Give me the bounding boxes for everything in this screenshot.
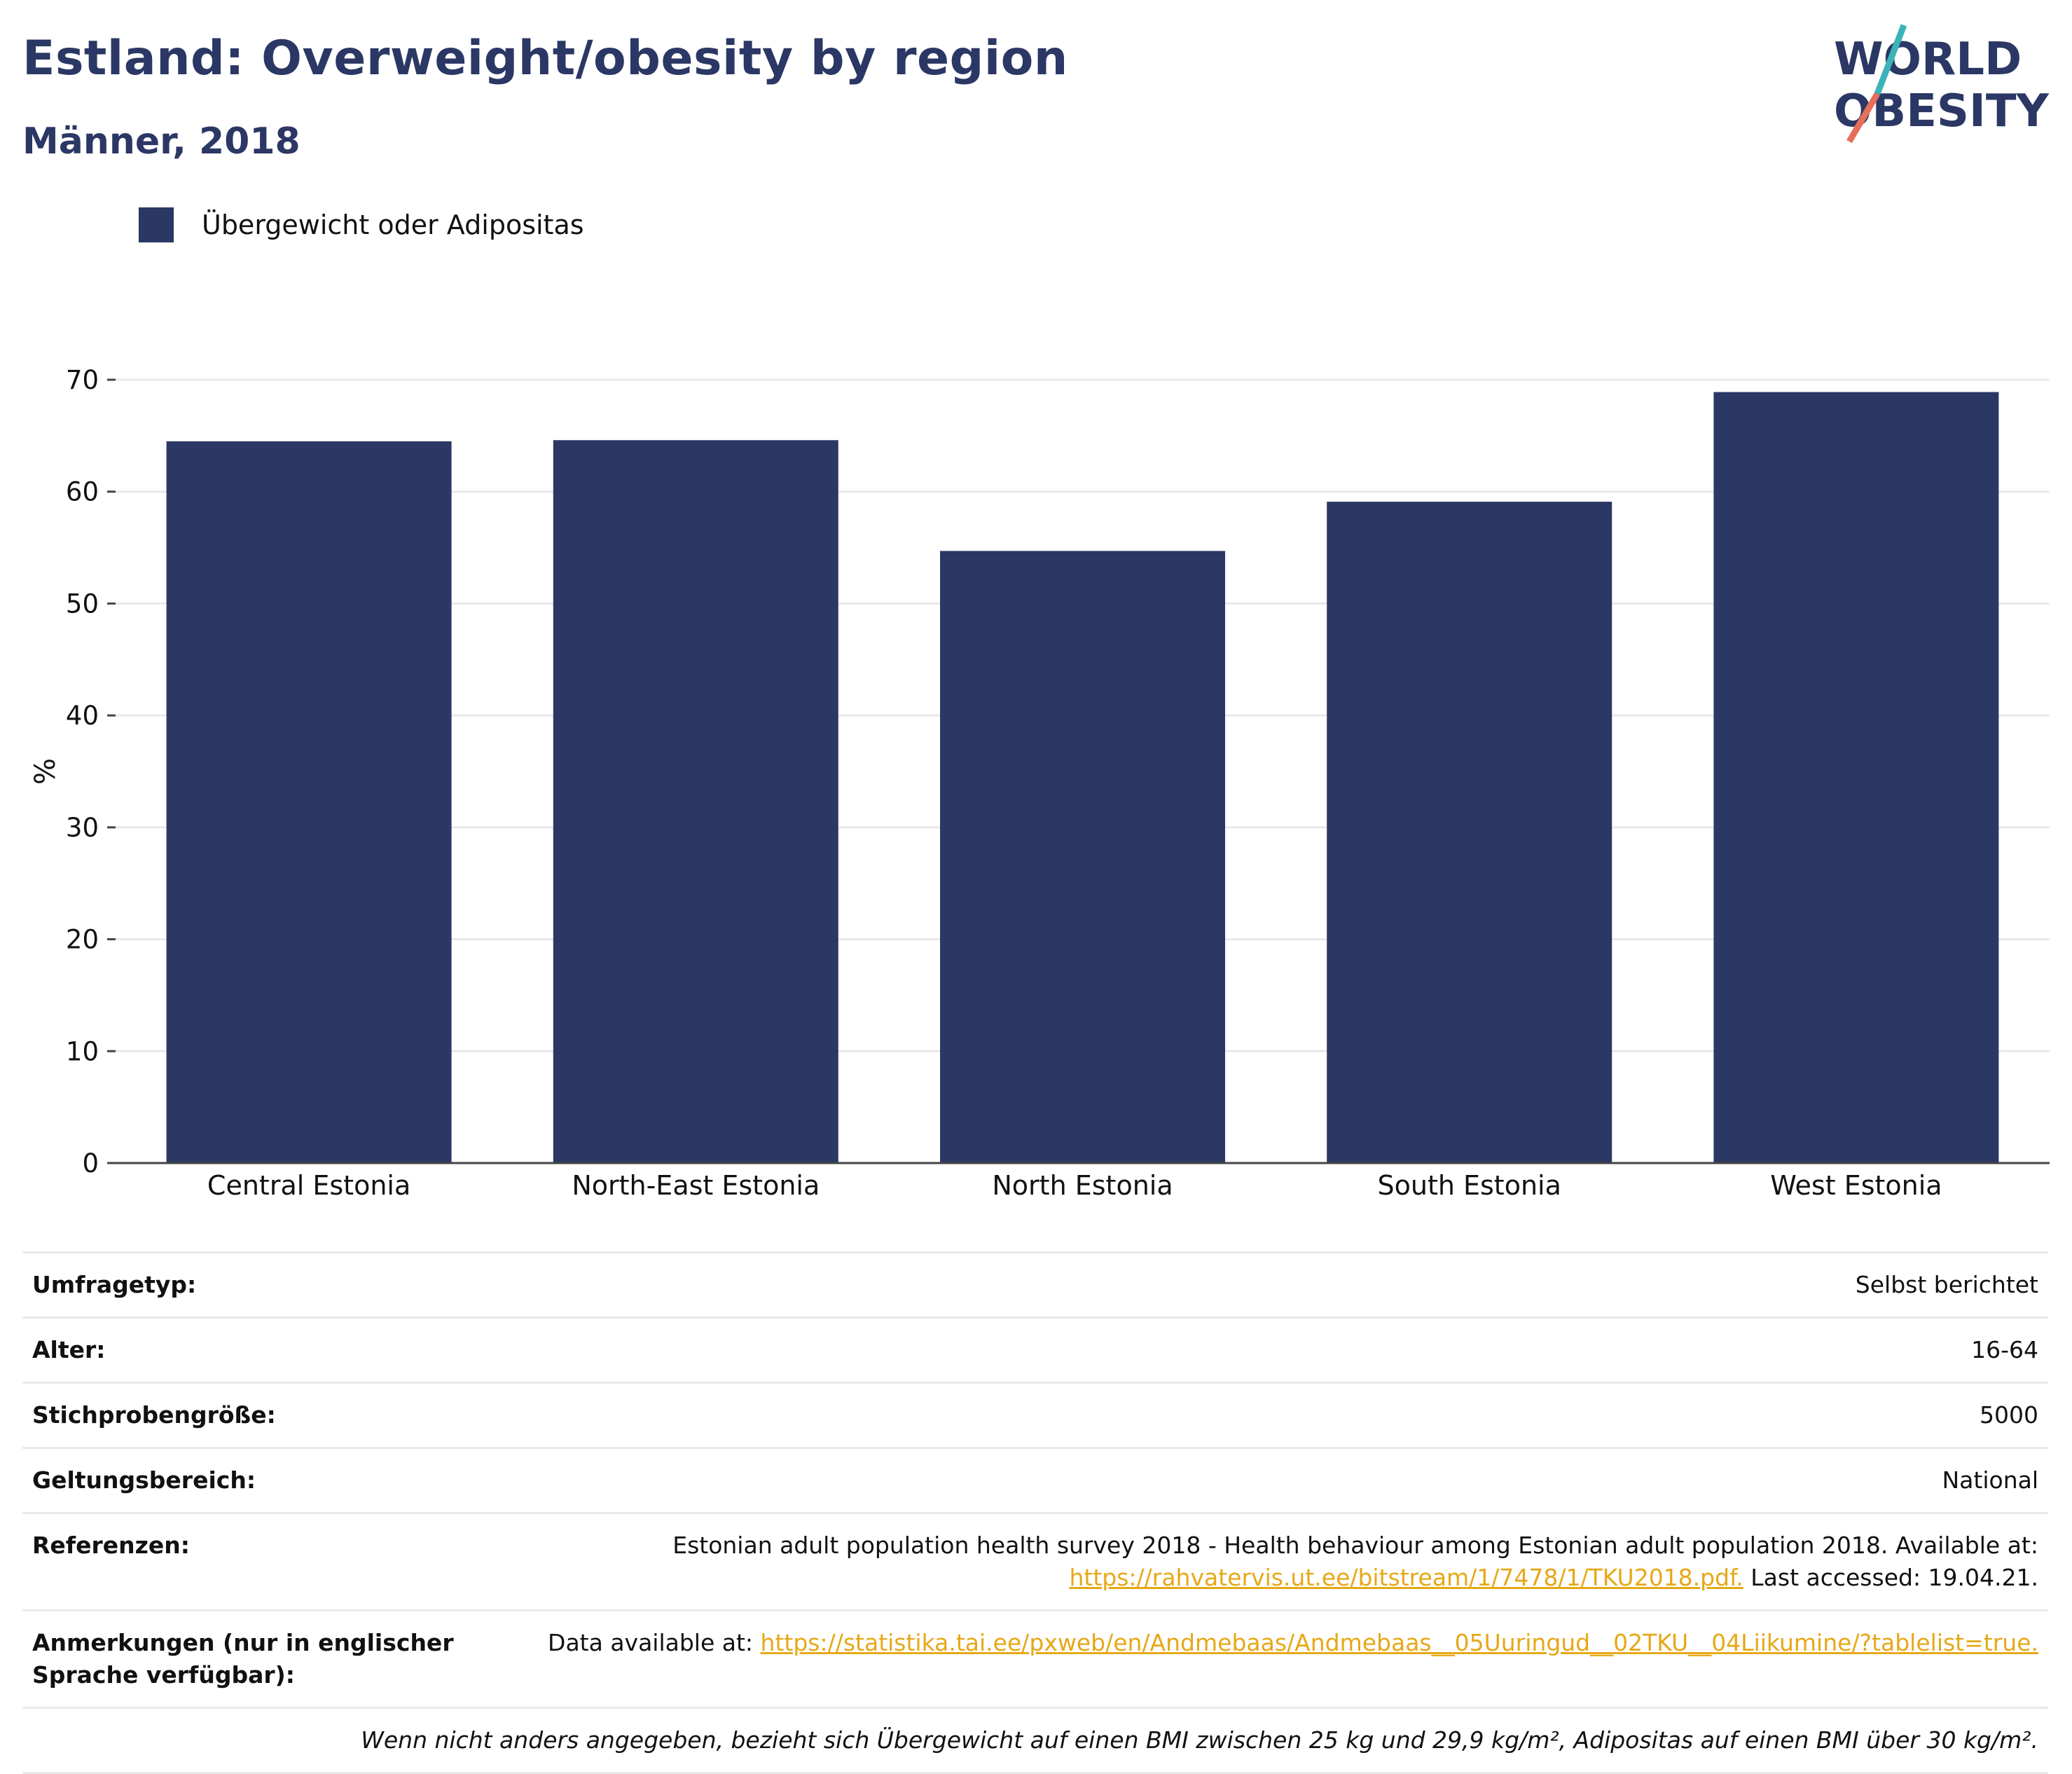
- world-obesity-logo: WORLD OBESITY: [1834, 24, 2049, 144]
- bar: [1327, 502, 1612, 1163]
- meta-key: Stichprobengröße:: [32, 1401, 276, 1429]
- x-tick-label: South Estonia: [1377, 1170, 1561, 1201]
- bar-chart: 0 10 20 30 40 50 60 70% Central Estonia North-Eas…: [29, 365, 2050, 1201]
- y-tick-label: 30: [66, 813, 99, 843]
- meta-key: Geltungsbereich:: [32, 1466, 256, 1494]
- meta-value: Selbst berichtet: [1855, 1271, 2038, 1298]
- footnote-text: Wenn nicht anders angegeben, bezieht sic…: [361, 1726, 2038, 1754]
- meta-row-scope: Geltungsbereich: National: [22, 1447, 2048, 1512]
- meta-row-footnote: Wenn nicht anders angegeben, bezieht sic…: [22, 1707, 2048, 1774]
- legend-swatch: [139, 207, 174, 242]
- reference-suffix: Last accessed: 19.04.21.: [1743, 1564, 2038, 1591]
- meta-row-notes: Anmerkungen (nur in englischer Sprache v…: [22, 1609, 2048, 1707]
- svg-text:WORLD: WORLD: [1834, 34, 2022, 85]
- meta-value: 5000: [1980, 1401, 2038, 1429]
- reference-link[interactable]: https://rahvatervis.ut.ee/bitstream/1/74…: [1069, 1564, 1743, 1591]
- page-subtitle: Männer, 2018: [22, 121, 301, 163]
- meta-key: Umfragetyp:: [32, 1271, 197, 1298]
- x-tick-label: North Estonia: [992, 1170, 1173, 1201]
- bar: [166, 441, 452, 1164]
- bar: [553, 440, 838, 1163]
- y-axis-label: %: [29, 758, 62, 785]
- meta-value: 16-64: [1971, 1336, 2038, 1363]
- notes-text: Data available at:: [548, 1629, 761, 1656]
- chart-legend: Übergewicht oder Adipositas: [139, 207, 584, 242]
- meta-value: Data available at: https://statistika.ta…: [537, 1627, 2038, 1691]
- x-tick-label: North-East Estonia: [572, 1170, 820, 1201]
- meta-row-sample-size: Stichprobengröße: 5000: [22, 1382, 2048, 1447]
- y-tick-label: 50: [66, 589, 99, 619]
- page-title: Estland: Overweight/obesity by region: [22, 31, 1068, 86]
- y-tick-label: 0: [82, 1148, 99, 1178]
- reference-text: Estonian adult population health survey …: [672, 1532, 2038, 1559]
- y-tick-label: 10: [66, 1036, 99, 1066]
- meta-value: Estonian adult population health survey …: [537, 1529, 2038, 1594]
- bar: [1713, 392, 1999, 1163]
- x-tick-label: Central Estonia: [207, 1170, 410, 1201]
- x-tick-label: West Estonia: [1770, 1170, 1942, 1201]
- y-tick-label: 70: [66, 365, 99, 395]
- y-tick-label: 20: [66, 925, 99, 955]
- meta-row-survey-type: Umfragetyp: Selbst berichtet: [22, 1251, 2048, 1316]
- legend-label: Übergewicht oder Adipositas: [202, 209, 584, 240]
- meta-key: Alter:: [32, 1336, 106, 1363]
- meta-row-age: Alter: 16-64: [22, 1316, 2048, 1382]
- meta-key: Referenzen:: [32, 1532, 190, 1559]
- meta-key: Anmerkungen (nur in englischer Sprache v…: [32, 1629, 454, 1689]
- y-tick-label: 40: [66, 701, 99, 731]
- metadata-table: Umfragetyp: Selbst berichtet Alter: 16-6…: [22, 1251, 2048, 1774]
- meta-value: National: [1942, 1466, 2038, 1494]
- bar: [940, 551, 1225, 1163]
- notes-link[interactable]: https://statistika.tai.ee/pxweb/en/Andme…: [760, 1629, 2038, 1656]
- meta-row-references: Referenzen: Estonian adult population he…: [22, 1512, 2048, 1609]
- y-tick-label: 60: [66, 477, 99, 507]
